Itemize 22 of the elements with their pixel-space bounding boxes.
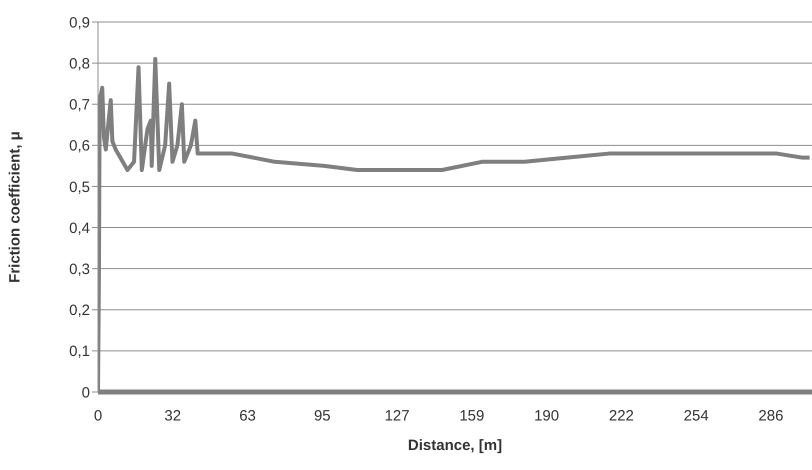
y-tick-label: 0,6 [69,138,90,155]
x-tick-label: 95 [314,408,331,425]
y-tick-label: 0,1 [69,343,90,360]
x-tick-label: 63 [239,408,256,425]
x-tick-label: 222 [608,408,634,425]
y-tick-label: 0,5 [69,178,90,196]
x-tick-label: 190 [534,408,560,425]
y-tick-label: 0,3 [69,260,90,278]
x-axis-title: Distance, [m] [408,437,502,454]
y-tick-label: 0,9 [69,14,90,32]
y-axis-title: Friction coefficient, μ [6,131,24,283]
x-tick-label: 32 [164,408,182,425]
y-tick-label: 0,4 [69,220,90,237]
x-tick-label: 159 [459,408,484,425]
y-tick-label: 0,8 [69,55,90,72]
y-tick-label: 0,2 [69,302,90,320]
y-tick-label: 0,7 [69,96,90,114]
x-tick-label: 0 [94,408,102,425]
x-tick-label: 254 [684,408,709,425]
x-tick-label: 127 [384,408,410,425]
x-tick-label: 286 [758,408,784,425]
y-tick-label: 0 [82,384,90,402]
